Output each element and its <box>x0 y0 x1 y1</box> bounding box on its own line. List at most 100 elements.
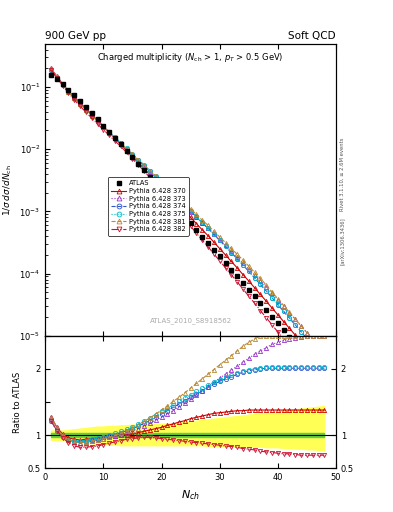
Pythia 6.428 374 <box>49 67 53 73</box>
Text: Soft QCD: Soft QCD <box>288 31 336 41</box>
Pythia 6.428 381 <box>89 113 94 119</box>
Pythia 6.428 373 <box>316 343 321 349</box>
Pythia 6.428 381 <box>200 217 205 223</box>
Pythia 6.428 381 <box>165 184 170 190</box>
Pythia 6.428 382 <box>182 216 187 222</box>
ATLAS <box>235 273 239 280</box>
Pythia 6.428 374 <box>241 262 245 268</box>
ATLAS <box>299 348 303 354</box>
Pythia 6.428 381 <box>281 303 286 309</box>
Pythia 6.428 382 <box>305 364 309 370</box>
ATLAS <box>188 220 193 226</box>
Pythia 6.428 374 <box>66 89 71 95</box>
Pythia 6.428 370 <box>153 178 158 184</box>
Line: ATLAS: ATLAS <box>49 73 327 380</box>
ATLAS <box>200 233 205 240</box>
Pythia 6.428 373 <box>194 214 199 220</box>
Pythia 6.428 381 <box>223 240 228 246</box>
Pythia 6.428 381 <box>241 257 245 263</box>
Pythia 6.428 375 <box>229 249 234 255</box>
ATLAS <box>142 167 147 173</box>
Pythia 6.428 370 <box>241 271 245 278</box>
Pythia 6.428 370 <box>264 298 268 304</box>
Pythia 6.428 373 <box>223 242 228 248</box>
Pythia 6.428 375 <box>206 225 210 231</box>
Pythia 6.428 374 <box>258 282 263 288</box>
Pythia 6.428 382 <box>211 251 216 257</box>
Pythia 6.428 382 <box>118 143 123 150</box>
Pythia 6.428 382 <box>95 121 100 127</box>
Pythia 6.428 373 <box>200 220 205 226</box>
Pythia 6.428 370 <box>299 339 303 345</box>
ATLAS <box>171 200 176 206</box>
ATLAS <box>305 354 309 360</box>
Pythia 6.428 375 <box>72 95 77 101</box>
Pythia 6.428 373 <box>153 175 158 181</box>
ATLAS <box>72 92 77 98</box>
Pythia 6.428 375 <box>153 173 158 179</box>
Y-axis label: $1/\sigma\,d\sigma/dN_\mathregular{ch}$: $1/\sigma\,d\sigma/dN_\mathregular{ch}$ <box>1 164 14 216</box>
Text: [arXiv:1306.3436]: [arXiv:1306.3436] <box>340 217 345 265</box>
Pythia 6.428 375 <box>258 281 263 287</box>
Pythia 6.428 374 <box>101 123 106 130</box>
Pythia 6.428 381 <box>84 106 88 113</box>
Pythia 6.428 374 <box>211 231 216 238</box>
ATLAS <box>229 267 234 273</box>
ATLAS <box>130 154 135 160</box>
Pythia 6.428 375 <box>78 100 83 106</box>
Pythia 6.428 375 <box>136 157 141 163</box>
ATLAS <box>107 129 112 135</box>
Pythia 6.428 370 <box>200 227 205 233</box>
Pythia 6.428 375 <box>124 145 129 152</box>
ATLAS <box>252 293 257 300</box>
Pythia 6.428 382 <box>275 329 280 335</box>
Pythia 6.428 374 <box>223 243 228 249</box>
Pythia 6.428 373 <box>124 147 129 153</box>
Pythia 6.428 370 <box>142 165 147 172</box>
ATLAS <box>316 368 321 374</box>
Pythia 6.428 382 <box>200 237 205 243</box>
ATLAS <box>78 98 83 104</box>
Pythia 6.428 374 <box>171 190 176 197</box>
Pythia 6.428 374 <box>281 308 286 314</box>
Pythia 6.428 382 <box>89 115 94 121</box>
Pythia 6.428 381 <box>113 135 118 141</box>
Pythia 6.428 382 <box>147 175 152 181</box>
Pythia 6.428 370 <box>60 81 65 87</box>
Pythia 6.428 374 <box>118 140 123 146</box>
Pythia 6.428 370 <box>182 208 187 215</box>
Pythia 6.428 382 <box>55 75 59 81</box>
Pythia 6.428 373 <box>159 181 164 187</box>
Pythia 6.428 375 <box>130 151 135 157</box>
Pythia 6.428 374 <box>95 118 100 124</box>
Pythia 6.428 375 <box>113 134 118 140</box>
ATLAS <box>176 207 181 213</box>
Pythia 6.428 370 <box>229 259 234 265</box>
Pythia 6.428 374 <box>264 288 268 294</box>
Pythia 6.428 370 <box>281 318 286 325</box>
Pythia 6.428 374 <box>136 157 141 163</box>
Pythia 6.428 370 <box>89 112 94 118</box>
Pythia 6.428 374 <box>107 129 112 135</box>
Pythia 6.428 382 <box>235 279 239 285</box>
Pythia 6.428 373 <box>246 266 251 272</box>
ATLAS <box>89 110 94 116</box>
Pythia 6.428 373 <box>49 66 53 72</box>
Pythia 6.428 374 <box>322 356 327 362</box>
Pythia 6.428 382 <box>264 314 268 321</box>
Line: Pythia 6.428 374: Pythia 6.428 374 <box>49 68 327 361</box>
Pythia 6.428 373 <box>89 113 94 119</box>
Pythia 6.428 382 <box>165 196 170 202</box>
Pythia 6.428 370 <box>101 123 106 130</box>
Pythia 6.428 370 <box>246 278 251 284</box>
ATLAS <box>211 247 216 253</box>
Pythia 6.428 370 <box>275 312 280 318</box>
Pythia 6.428 382 <box>113 138 118 144</box>
Pythia 6.428 370 <box>293 332 298 338</box>
Pythia 6.428 374 <box>188 208 193 215</box>
Pythia 6.428 375 <box>217 237 222 243</box>
Pythia 6.428 381 <box>211 228 216 234</box>
ATLAS <box>217 253 222 260</box>
Pythia 6.428 375 <box>275 301 280 307</box>
Pythia 6.428 375 <box>118 140 123 146</box>
